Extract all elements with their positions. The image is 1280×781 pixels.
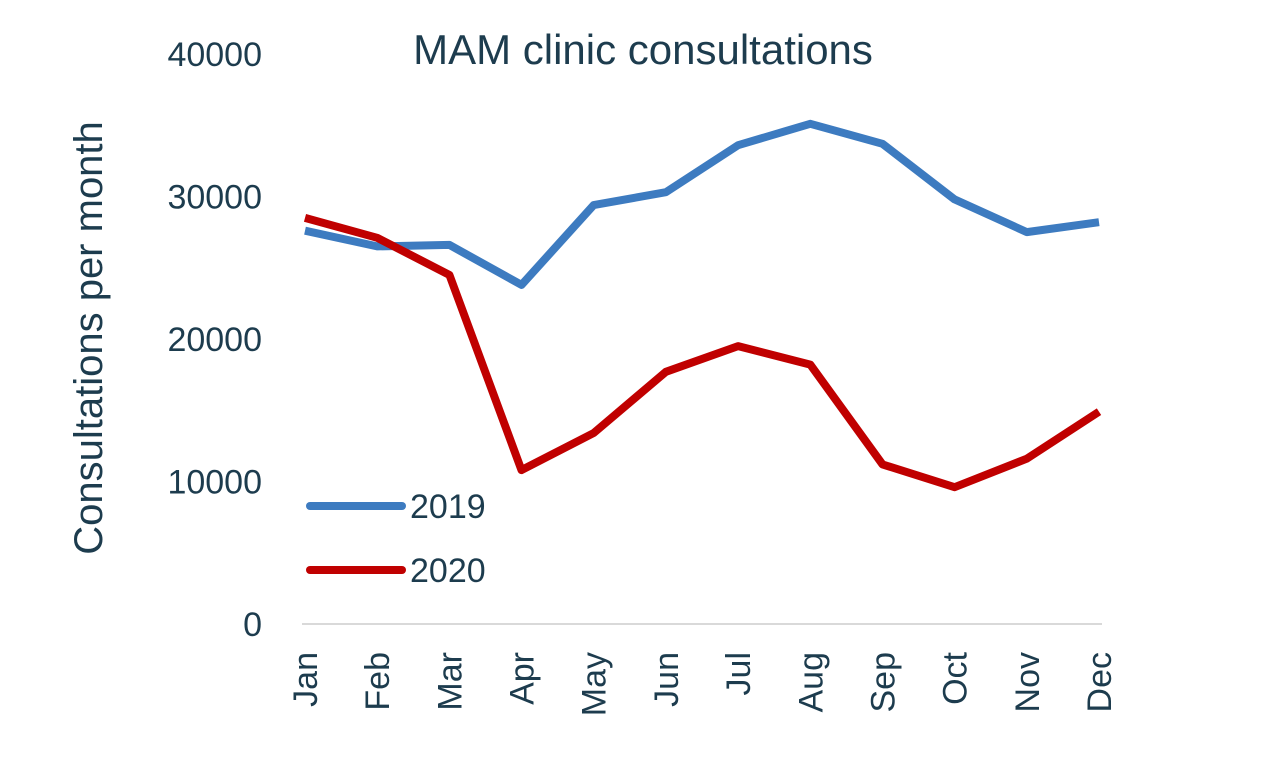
- x-tick-label: Nov: [1009, 652, 1047, 712]
- x-tick-label: Jul: [720, 652, 758, 695]
- y-tick-label: 20000: [167, 321, 262, 359]
- x-tick-label: Aug: [792, 652, 830, 713]
- chart-title: MAM clinic consultations: [413, 26, 873, 73]
- legend: 2019 2020: [306, 488, 486, 590]
- y-tick-label: 30000: [167, 179, 262, 217]
- y-axis-label: Consultations per month: [67, 121, 111, 555]
- x-tick-label: May: [576, 652, 614, 716]
- series-lines: [303, 119, 1102, 492]
- x-tick-label: Jan: [287, 652, 325, 707]
- y-tick-label: 0: [243, 606, 262, 644]
- y-tick-label: 10000: [167, 464, 262, 502]
- x-tick-label: Feb: [359, 652, 397, 711]
- series-line-2019: [304, 119, 1100, 289]
- y-axis-ticks: 0 10000 20000 30000 40000: [167, 36, 262, 644]
- x-tick-label: Dec: [1081, 652, 1119, 712]
- x-tick-label: Jun: [648, 652, 686, 707]
- legend-label-2020: 2020: [410, 552, 486, 590]
- x-tick-label: Oct: [937, 651, 975, 704]
- x-tick-label: Sep: [864, 652, 902, 713]
- x-axis-ticks: Jan Feb Mar Apr May Jun Jul Aug Sep Oct Nov Dec: [287, 651, 1119, 716]
- legend-label-2019: 2019: [410, 488, 486, 526]
- x-tick-label: Apr: [504, 652, 542, 705]
- x-tick-label: Mar: [431, 652, 469, 711]
- series-line-2020: [303, 214, 1102, 492]
- y-tick-label: 40000: [167, 36, 262, 74]
